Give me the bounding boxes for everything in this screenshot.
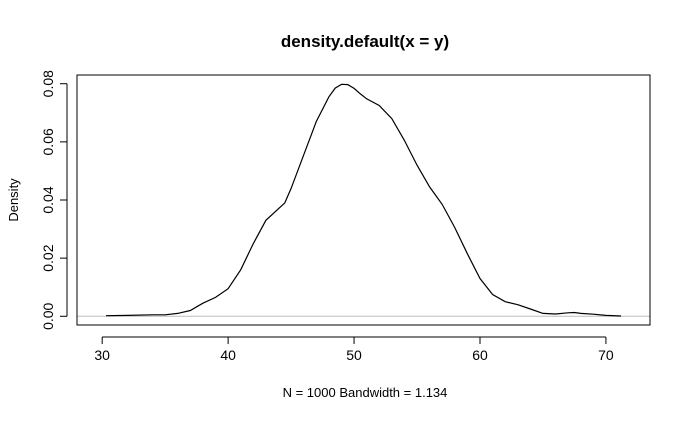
- y-axis: 0.00 0.02 0.04 0.06 0.08: [40, 70, 68, 330]
- y-tick-label: 0.00: [40, 302, 56, 329]
- y-tick-label: 0.06: [40, 128, 56, 155]
- y-tick-label: 0.02: [40, 244, 56, 271]
- x-axis-label: N = 1000 Bandwidth = 1.134: [283, 385, 448, 400]
- x-tick-label: 30: [94, 347, 110, 363]
- y-tick-label: 0.08: [40, 70, 56, 97]
- x-tick-label: 70: [598, 347, 614, 363]
- x-axis: 30 40 50 60 70: [94, 336, 614, 363]
- x-tick-label: 40: [220, 347, 236, 363]
- y-axis-label: Density: [6, 178, 21, 222]
- chart-title: density.default(x = y): [281, 32, 449, 51]
- plot-frame: [76, 74, 651, 326]
- x-tick-label: 50: [346, 347, 362, 363]
- x-tick-label: 60: [472, 347, 488, 363]
- density-curve: [105, 83, 622, 317]
- y-tick-label: 0.04: [40, 186, 56, 213]
